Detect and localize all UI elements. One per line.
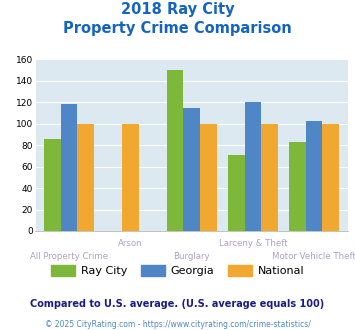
Text: Motor Vehicle Theft: Motor Vehicle Theft bbox=[272, 252, 355, 261]
Bar bbox=[77, 124, 94, 231]
Legend: Ray City, Georgia, National: Ray City, Georgia, National bbox=[47, 260, 308, 281]
Bar bbox=[306, 120, 322, 231]
Text: Burglary: Burglary bbox=[173, 252, 210, 261]
Bar bbox=[167, 70, 184, 231]
Text: 2018 Ray City: 2018 Ray City bbox=[121, 2, 234, 16]
Bar bbox=[289, 142, 306, 231]
Text: All Property Crime: All Property Crime bbox=[30, 252, 108, 261]
Text: Compared to U.S. average. (U.S. average equals 100): Compared to U.S. average. (U.S. average … bbox=[31, 299, 324, 309]
Bar bbox=[322, 124, 339, 231]
Bar bbox=[61, 104, 77, 231]
Text: Larceny & Theft: Larceny & Theft bbox=[219, 239, 287, 248]
Bar bbox=[184, 108, 200, 231]
Text: © 2025 CityRating.com - https://www.cityrating.com/crime-statistics/: © 2025 CityRating.com - https://www.city… bbox=[45, 320, 310, 329]
Bar bbox=[261, 124, 278, 231]
Text: Arson: Arson bbox=[118, 239, 143, 248]
Bar bbox=[122, 124, 139, 231]
Bar bbox=[200, 124, 217, 231]
Bar bbox=[44, 139, 61, 231]
Bar bbox=[228, 155, 245, 231]
Text: Property Crime Comparison: Property Crime Comparison bbox=[63, 21, 292, 36]
Bar bbox=[245, 102, 261, 231]
